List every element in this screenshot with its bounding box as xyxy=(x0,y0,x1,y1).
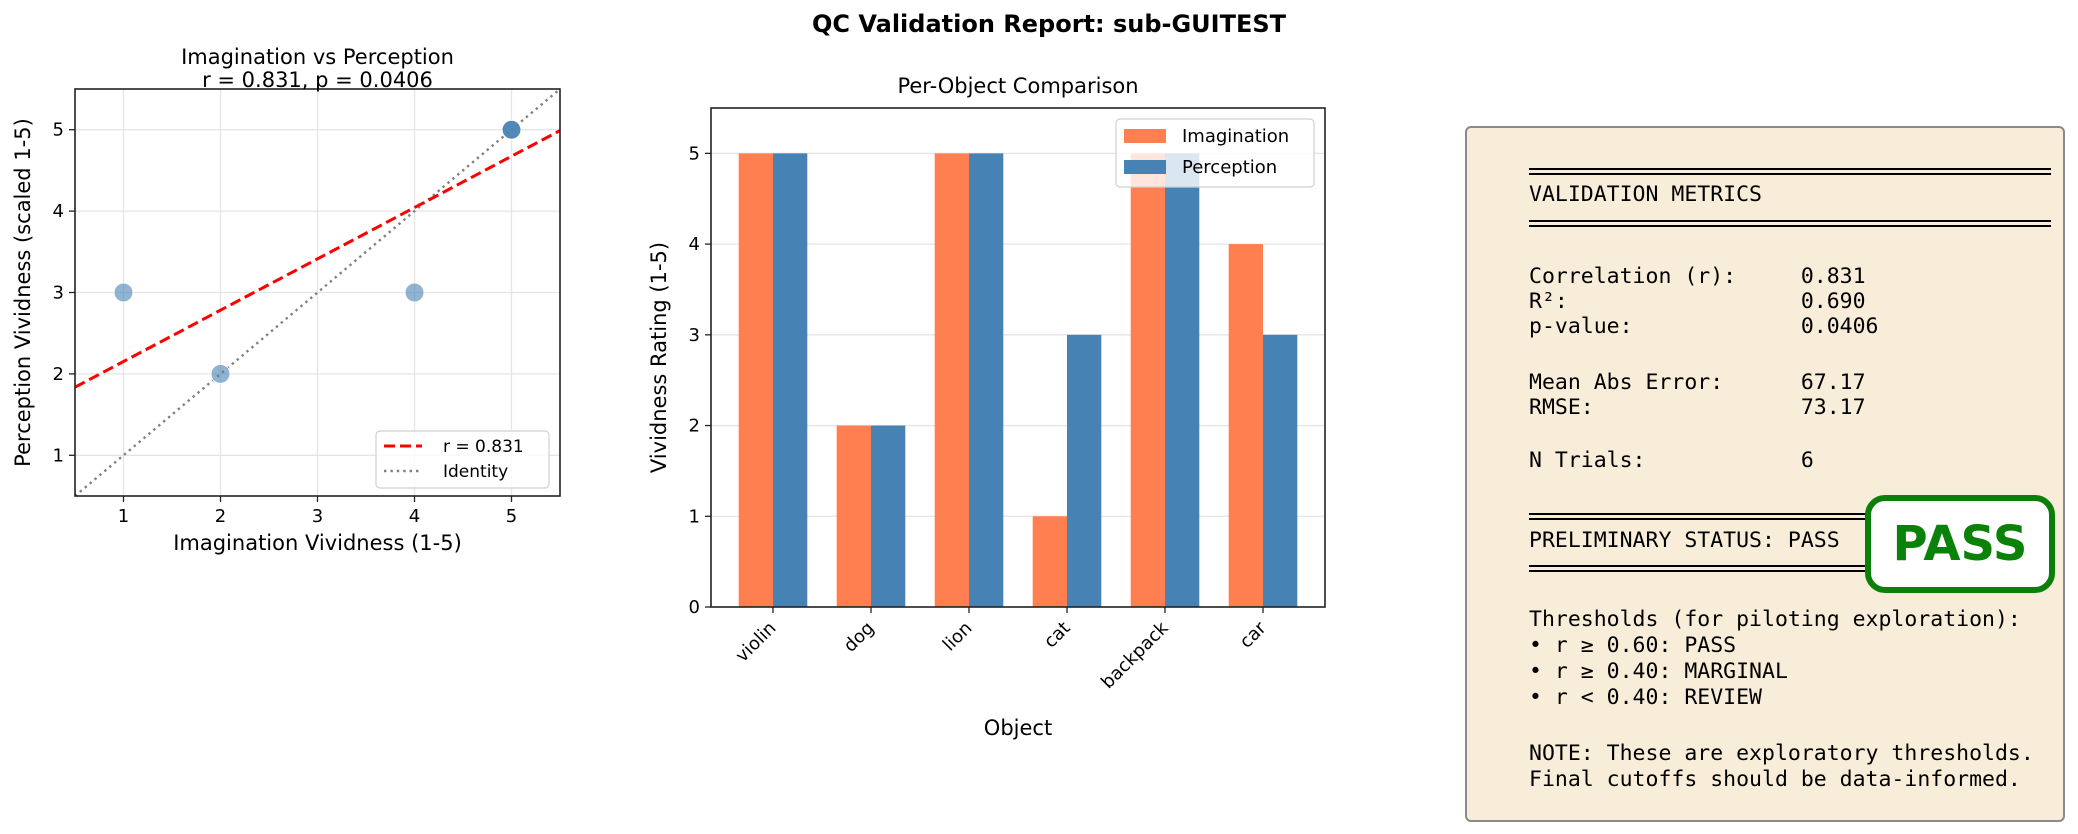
x-tick-label: violin xyxy=(732,618,781,667)
y-tick-label: 5 xyxy=(53,120,64,141)
legend-swatch-perception xyxy=(1124,160,1166,174)
metric-label: Correlation (r): xyxy=(1529,264,1737,289)
scatter-title-line: r = 0.831, p = 0.0406 xyxy=(202,68,433,92)
x-tick-label: 1 xyxy=(118,506,129,527)
bar-perception xyxy=(969,153,1004,607)
bar-imagination xyxy=(1130,153,1165,607)
x-tick-label: lion xyxy=(939,618,977,656)
double-separator xyxy=(1529,513,2051,520)
x-axis-label: Imagination Vividness (1-5) xyxy=(173,531,462,555)
legend-label: Identity xyxy=(443,462,508,482)
bar-perception xyxy=(1165,153,1200,607)
scatter-title-line: Imagination vs Perception xyxy=(181,45,454,69)
x-tick-label: 2 xyxy=(215,506,226,527)
metric-value: 0.831 xyxy=(1800,264,1866,289)
bar-imagination xyxy=(934,153,969,607)
metric-label: N Trials: xyxy=(1529,448,1646,473)
x-tick-label: dog xyxy=(840,618,879,657)
scatter-point xyxy=(501,119,522,140)
double-separator xyxy=(1529,220,2051,227)
y-tick-label: 2 xyxy=(689,416,700,437)
thresholds-title: Thresholds (for piloting exploration): xyxy=(1529,607,2021,632)
x-tick-label: 3 xyxy=(312,506,323,527)
double-separator xyxy=(1529,168,2051,175)
metric-row: R²: 0.690 xyxy=(1529,289,1866,315)
y-axis-label: Perception Vividness (scaled 1-5) xyxy=(11,118,35,467)
y-tick-label: 5 xyxy=(689,143,700,164)
y-tick-label: 4 xyxy=(53,201,64,222)
figure-title: QC Validation Report: sub-GUITEST xyxy=(811,10,1287,38)
double-separator xyxy=(1529,565,2051,572)
y-tick-label: 3 xyxy=(689,325,700,346)
y-tick-label: 4 xyxy=(689,234,700,255)
metric-value: 0.0406 xyxy=(1800,314,1879,339)
threshold-item: • r ≥ 0.40: MARGINAL xyxy=(1529,659,1788,684)
bar-perception xyxy=(871,425,906,607)
metric-row: p-value: 0.0406 xyxy=(1529,314,1878,340)
scatter-axes-frame xyxy=(74,88,561,497)
status-line: PRELIMINARY STATUS: PASS xyxy=(1529,528,1840,553)
x-tick-label: backpack xyxy=(1097,617,1173,693)
note-line: NOTE: These are exploratory thresholds. xyxy=(1529,741,2034,766)
scatter-point xyxy=(113,282,134,303)
x-tick-label: car xyxy=(1236,617,1271,652)
bar-perception xyxy=(1067,334,1102,607)
pass-badge-label: PASS xyxy=(1892,516,2028,572)
scatter-point xyxy=(210,363,231,384)
y-tick-label: 2 xyxy=(53,364,64,385)
regression-line xyxy=(74,129,561,389)
bar-imagination xyxy=(738,153,773,607)
legend-swatch-imagination xyxy=(1124,129,1166,143)
bar-chart-title: Per-Object Comparison xyxy=(897,74,1138,98)
x-axis-label: Object xyxy=(984,716,1052,740)
bar-imagination xyxy=(1228,244,1263,607)
metric-value: 67.17 xyxy=(1800,370,1866,395)
metric-label: p-value: xyxy=(1529,314,1633,339)
bar-imagination xyxy=(836,425,871,607)
y-tick-label: 1 xyxy=(689,506,700,527)
bar-imagination xyxy=(1032,516,1067,607)
y-tick-label: 3 xyxy=(53,283,64,304)
bar-perception xyxy=(773,153,808,607)
legend-label: r = 0.831 xyxy=(443,437,524,457)
threshold-item: • r < 0.40: REVIEW xyxy=(1529,685,1762,710)
validation-metrics-panel: VALIDATION METRICS Correlation (r): 0.831… xyxy=(1465,126,2065,822)
metric-row: Correlation (r): 0.831 xyxy=(1529,264,1866,290)
metric-value: 0.690 xyxy=(1800,289,1866,314)
y-tick-label: 0 xyxy=(689,597,700,618)
legend-label: Imagination xyxy=(1182,126,1289,147)
pass-badge: PASS xyxy=(1865,495,2055,593)
x-tick-label: 5 xyxy=(506,506,517,527)
metric-label: R²: xyxy=(1529,289,1568,314)
legend-label: Perception xyxy=(1182,157,1277,178)
metric-row: N Trials: 6 xyxy=(1529,448,1814,474)
metric-label: RMSE: xyxy=(1529,395,1594,420)
x-tick-label: cat xyxy=(1040,618,1075,653)
y-tick-label: 1 xyxy=(53,445,64,466)
metric-row: RMSE: 73.17 xyxy=(1529,395,1866,421)
x-tick-label: 4 xyxy=(409,506,420,527)
panel-header: VALIDATION METRICS xyxy=(1529,182,1762,207)
scatter-point xyxy=(404,282,425,303)
metric-value: 6 xyxy=(1800,448,1814,473)
y-axis-label: Vividness Rating (1-5) xyxy=(647,242,671,473)
metric-label: Mean Abs Error: xyxy=(1529,370,1724,395)
metric-value: 73.17 xyxy=(1800,395,1866,420)
bar-perception xyxy=(1263,334,1298,607)
note-line: Final cutoffs should be data-informed. xyxy=(1529,767,2021,792)
metric-row: Mean Abs Error: 67.17 xyxy=(1529,370,1866,396)
threshold-item: • r ≥ 0.60: PASS xyxy=(1529,633,1737,658)
bar-axes-frame xyxy=(710,107,1326,608)
